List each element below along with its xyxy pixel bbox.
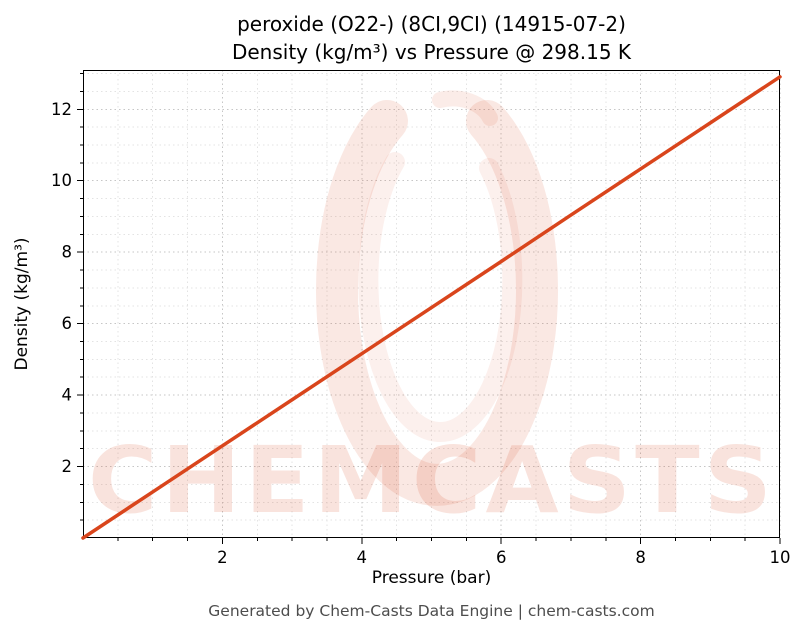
y-axis-label: Density (kg/m³) xyxy=(12,237,32,371)
x-tick-label: 8 xyxy=(635,548,646,567)
y-tick-label: 2 xyxy=(62,457,73,476)
watermark-text: CHEMCASTS xyxy=(88,427,776,534)
y-tick-label: 6 xyxy=(62,314,73,333)
density-line xyxy=(81,75,782,540)
x-tick-label: 6 xyxy=(496,548,507,567)
x-tick-label: 4 xyxy=(357,548,368,567)
y-tick-label: 4 xyxy=(62,386,73,405)
watermark-logo xyxy=(316,90,558,506)
x-axis-label: Pressure (bar) xyxy=(371,568,492,588)
chart-title: peroxide (O22-) (8CI,9CI) (14915-07-2) D… xyxy=(83,10,780,66)
y-tick-label: 8 xyxy=(62,243,73,262)
x-tick-label: 2 xyxy=(217,548,228,567)
chart-title-line1: peroxide (O22-) (8CI,9CI) (14915-07-2) xyxy=(237,12,626,36)
x-tick-label: 10 xyxy=(770,548,791,567)
minor-grid xyxy=(83,70,780,538)
plot-frame xyxy=(83,70,780,538)
chart-title-line2: Density (kg/m³) vs Pressure @ 298.15 K xyxy=(231,40,632,64)
y-tick-label: 12 xyxy=(51,100,72,119)
tick-marks xyxy=(77,73,781,544)
footer-attribution: Generated by Chem-Casts Data Engine | ch… xyxy=(208,602,655,620)
major-grid xyxy=(83,70,781,538)
y-tick-label: 10 xyxy=(51,171,72,190)
